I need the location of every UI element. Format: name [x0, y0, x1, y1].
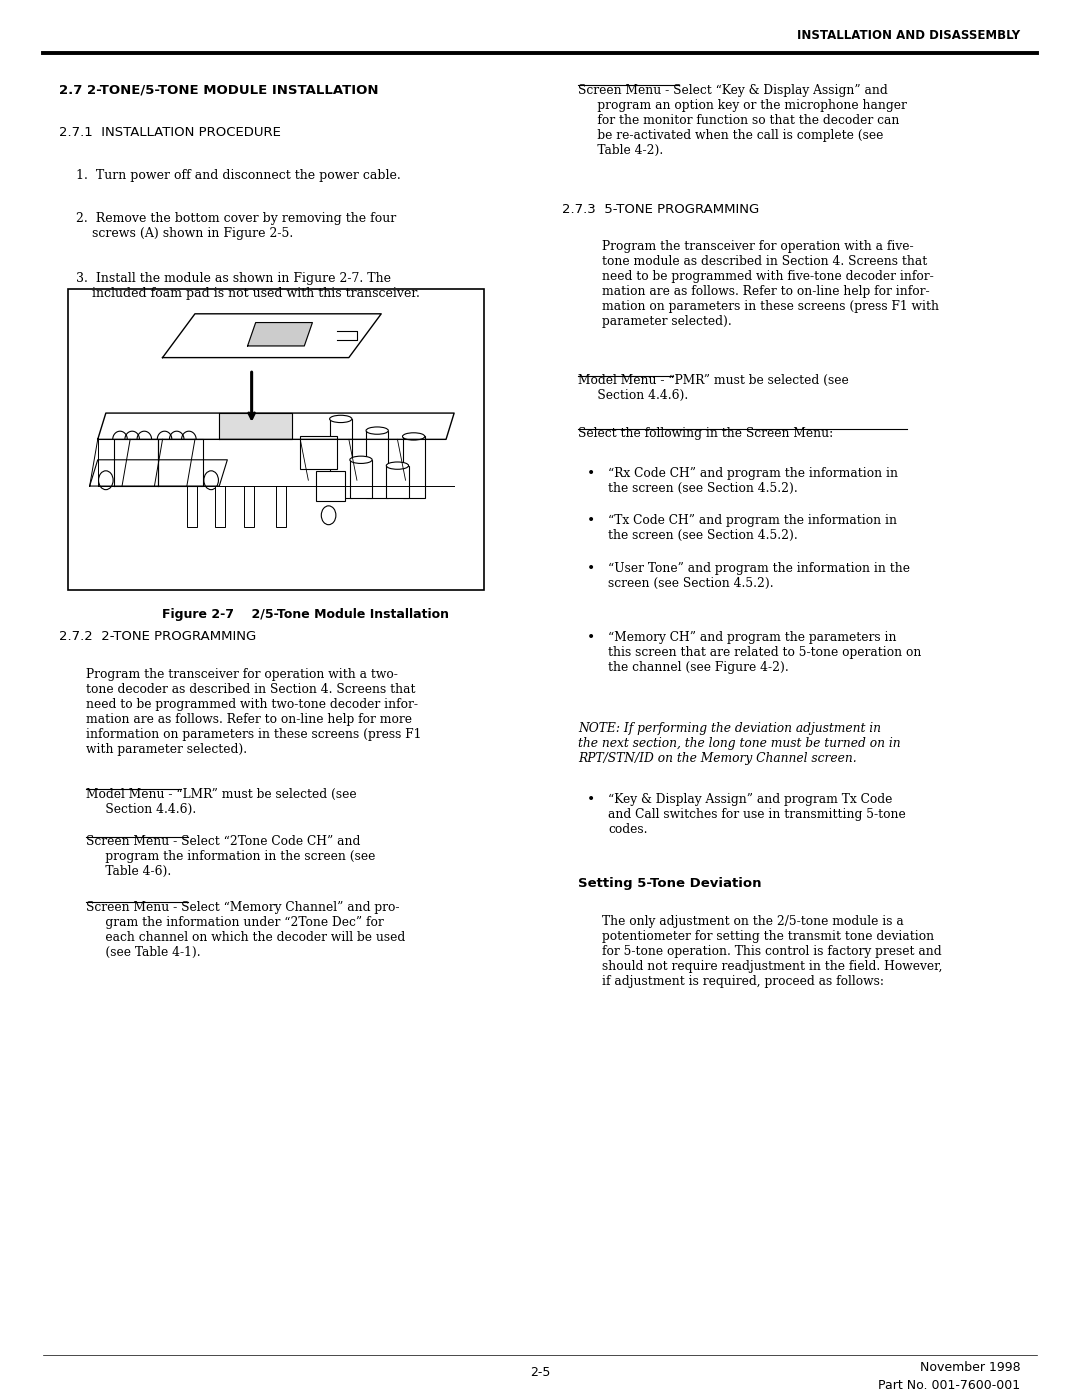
Ellipse shape — [387, 462, 408, 469]
Bar — [187, 486, 197, 527]
Text: 1.  Turn power off and disconnect the power cable.: 1. Turn power off and disconnect the pow… — [76, 169, 401, 182]
Ellipse shape — [350, 457, 373, 464]
Bar — [387, 465, 408, 497]
Ellipse shape — [403, 433, 424, 440]
Text: Screen Menu - Select “Key & Display Assign” and
     program an option key or th: Screen Menu - Select “Key & Display Assi… — [578, 84, 907, 156]
Text: “Tx Code CH” and program the information in
the screen (see Section 4.5.2).: “Tx Code CH” and program the information… — [608, 514, 897, 542]
Text: INSTALLATION AND DISASSEMBLY: INSTALLATION AND DISASSEMBLY — [797, 29, 1021, 42]
Bar — [329, 419, 352, 497]
Text: 2.  Remove the bottom cover by removing the four
    screws (A) shown in Figure : 2. Remove the bottom cover by removing t… — [76, 212, 396, 240]
Text: “Rx Code CH” and program the information in
the screen (see Section 4.5.2).: “Rx Code CH” and program the information… — [608, 467, 899, 495]
Text: The only adjustment on the 2/5-tone module is a
potentiometer for setting the tr: The only adjustment on the 2/5-tone modu… — [602, 915, 942, 988]
Text: “Memory CH” and program the parameters in
this screen that are related to 5-tone: “Memory CH” and program the parameters i… — [608, 631, 921, 675]
Text: Select the following in the Screen Menu:: Select the following in the Screen Menu: — [578, 427, 833, 440]
Text: •: • — [586, 467, 595, 481]
Text: Setting 5-Tone Deviation: Setting 5-Tone Deviation — [578, 877, 761, 890]
Text: Program the transceiver for operation with a two-
tone decoder as described in S: Program the transceiver for operation wi… — [86, 668, 422, 756]
Text: Part No. 001-7600-001: Part No. 001-7600-001 — [878, 1379, 1021, 1391]
Text: 2.7.3  5-TONE PROGRAMMING: 2.7.3 5-TONE PROGRAMMING — [562, 203, 759, 215]
Bar — [300, 436, 337, 468]
Text: •: • — [586, 793, 595, 807]
Ellipse shape — [329, 415, 352, 422]
Bar — [366, 430, 389, 497]
Text: 3.  Install the module as shown in Figure 2-7. The
    included foam pad is not : 3. Install the module as shown in Figure… — [76, 272, 419, 300]
Bar — [244, 486, 254, 527]
Text: •: • — [586, 562, 595, 576]
Text: 2.7 2-TONE/5-TONE MODULE INSTALLATION: 2.7 2-TONE/5-TONE MODULE INSTALLATION — [59, 84, 379, 96]
Text: November 1998: November 1998 — [920, 1361, 1021, 1373]
Text: Program the transceiver for operation with a five-
tone module as described in S: Program the transceiver for operation wi… — [602, 240, 939, 328]
Text: “User Tone” and program the information in the
screen (see Section 4.5.2).: “User Tone” and program the information … — [608, 562, 910, 590]
Text: •: • — [586, 631, 595, 645]
Text: 2.7.2  2-TONE PROGRAMMING: 2.7.2 2-TONE PROGRAMMING — [59, 630, 257, 643]
Text: Figure 2-7    2/5-Tone Module Installation: Figure 2-7 2/5-Tone Module Installation — [162, 608, 449, 620]
Text: Model Menu - “LMR” must be selected (see
     Section 4.4.6).: Model Menu - “LMR” must be selected (see… — [86, 788, 357, 816]
Bar — [215, 486, 226, 527]
Text: 2-5: 2-5 — [530, 1366, 550, 1379]
Bar — [68, 289, 484, 590]
Bar — [316, 471, 345, 500]
Bar — [276, 486, 286, 527]
Polygon shape — [219, 414, 293, 439]
Polygon shape — [247, 323, 312, 346]
Text: Screen Menu - Select “2Tone Code CH” and
     program the information in the scr: Screen Menu - Select “2Tone Code CH” and… — [86, 835, 376, 879]
Text: NOTE: If performing the deviation adjustment in
the next section, the long tone : NOTE: If performing the deviation adjust… — [578, 722, 901, 766]
Ellipse shape — [366, 427, 389, 434]
Bar — [403, 436, 424, 497]
Text: “Key & Display Assign” and program Tx Code
and Call switches for use in transmit: “Key & Display Assign” and program Tx Co… — [608, 793, 906, 837]
Text: Screen Menu - Select “Memory Channel” and pro-
     gram the information under “: Screen Menu - Select “Memory Channel” an… — [86, 901, 406, 960]
Text: Model Menu - “PMR” must be selected (see
     Section 4.4.6).: Model Menu - “PMR” must be selected (see… — [578, 374, 849, 402]
Bar — [350, 460, 373, 497]
Text: 2.7.1  INSTALLATION PROCEDURE: 2.7.1 INSTALLATION PROCEDURE — [59, 126, 281, 138]
Text: •: • — [586, 514, 595, 528]
